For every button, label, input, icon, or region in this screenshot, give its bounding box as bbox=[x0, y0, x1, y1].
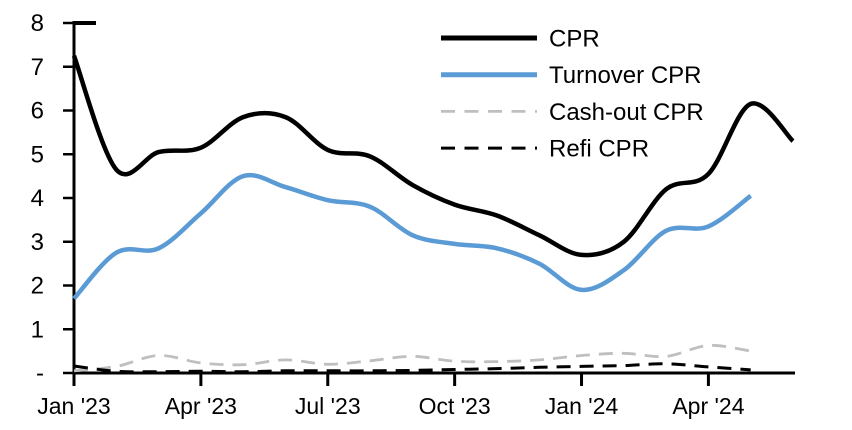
legend-label-turnover-cpr: Turnover CPR bbox=[549, 62, 701, 89]
series-line-refi-cpr bbox=[73, 362, 751, 374]
y-axis-tick-label: - bbox=[36, 360, 44, 387]
y-axis-tick-label: 7 bbox=[31, 54, 44, 81]
y-axis-tick-label: 5 bbox=[31, 141, 44, 168]
x-axis-tick-label: Jul '23 bbox=[295, 393, 361, 419]
y-axis-tick-label: 1 bbox=[31, 316, 44, 343]
legend-label-refi-cpr: Refi CPR bbox=[549, 136, 649, 163]
series-line-cash-out-cpr bbox=[73, 343, 751, 373]
y-axis-tick-label: 8 bbox=[31, 10, 44, 37]
legend: CPR Turnover CPR Cash-out CPR Refi CPR bbox=[441, 26, 704, 163]
legend-label-cash-out-cpr: Cash-out CPR bbox=[549, 99, 704, 126]
legend-item-cpr: CPR bbox=[441, 26, 600, 53]
legend-item-turnover-cpr: Turnover CPR bbox=[441, 62, 701, 89]
y-axis-tick-label: 6 bbox=[31, 98, 44, 125]
x-axis-tick-label: Oct '23 bbox=[419, 393, 491, 419]
y-axis-tick-label: 3 bbox=[31, 229, 44, 256]
x-axis-tick-label: Apr '23 bbox=[165, 393, 237, 419]
x-axis-tick-label: Jan '24 bbox=[545, 393, 619, 419]
x-axis-tick-label: Jan '23 bbox=[37, 393, 110, 419]
legend-item-cash-out-cpr: Cash-out CPR bbox=[441, 99, 704, 126]
legend-label-cpr: CPR bbox=[549, 26, 600, 53]
series-line-turnover-cpr bbox=[72, 172, 753, 301]
y-axis-tick-label: 4 bbox=[31, 185, 44, 212]
y-axis-tick-label: 2 bbox=[31, 273, 44, 300]
x-axis-tick-label: Apr '24 bbox=[672, 393, 744, 419]
series-line-cpr bbox=[71, 55, 795, 258]
legend-item-refi-cpr: Refi CPR bbox=[441, 136, 649, 163]
